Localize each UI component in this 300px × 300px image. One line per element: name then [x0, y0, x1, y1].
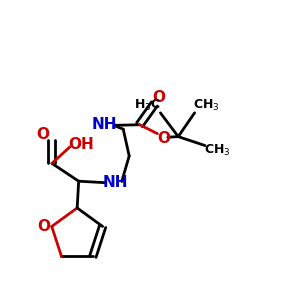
Text: O: O: [37, 127, 50, 142]
Text: O: O: [152, 91, 165, 106]
Text: CH$_3$: CH$_3$: [204, 142, 230, 158]
Text: O: O: [157, 130, 170, 146]
Text: O: O: [37, 219, 50, 234]
Text: OH: OH: [68, 137, 94, 152]
Text: H$_3$C: H$_3$C: [134, 98, 160, 113]
Text: NH: NH: [102, 175, 128, 190]
Text: NH: NH: [91, 117, 117, 132]
Text: CH$_3$: CH$_3$: [193, 98, 220, 113]
